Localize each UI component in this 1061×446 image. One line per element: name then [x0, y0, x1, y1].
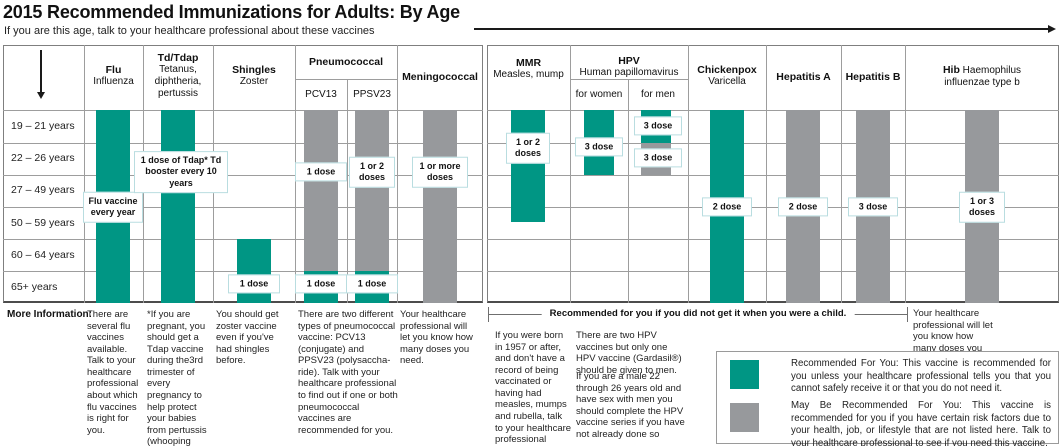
- age-row-label: 60 – 64 years: [11, 249, 75, 261]
- grid-line: [628, 79, 629, 303]
- ppsv23-dose-label: 1 or 2 doses: [349, 156, 395, 188]
- meningococcal-more-info: Your healthcare professional will let yo…: [400, 309, 473, 367]
- grid-line: [347, 79, 348, 303]
- pcv13-dose-label: 1 dose: [295, 162, 347, 182]
- may-be-recommended-swatch-icon: [730, 403, 759, 432]
- td-tdap-more-info: *If you are pregnant, you should get a T…: [147, 309, 207, 446]
- sub-column-header-ppsv23: PPSV23: [353, 89, 391, 100]
- page-title: 2015 Recommended Immunizations for Adult…: [3, 2, 460, 22]
- ppsv23-65-dose-label: 1 dose: [346, 274, 398, 294]
- column-header-shingles: Shingles Zoster: [232, 64, 276, 88]
- recommended-swatch-icon: [730, 360, 759, 389]
- more-information-label: More Information:: [7, 309, 92, 320]
- meningococcal-bar-may-be: [423, 110, 457, 303]
- mmr-dose-label: 1 or 2 doses: [506, 132, 550, 164]
- hepatitis-b-dose-label: 3 dose: [848, 197, 898, 217]
- shingles-dose-label: 1 dose: [228, 274, 280, 294]
- grid-line: [841, 45, 842, 303]
- age-row-label: 27 – 49 years: [11, 184, 75, 196]
- hpv-men-dose-label-recommended: 3 dose: [634, 116, 682, 136]
- grid-line: [295, 79, 397, 80]
- pcv13-bar-may-be: [304, 110, 338, 271]
- grid-line: [570, 79, 688, 80]
- column-header-flu: Flu Influenza: [93, 64, 134, 88]
- grid-line: [905, 45, 906, 303]
- grid-line: [3, 143, 483, 144]
- grid-line: [487, 175, 1059, 176]
- hpv-men-dose-label-may-be: 3 dose: [634, 148, 682, 168]
- grid-line: [487, 207, 1059, 208]
- age-row-label: 19 – 21 years: [11, 120, 75, 132]
- bracket-note-text: Recommended for you if you did not get i…: [541, 308, 855, 319]
- legend-recommended-text: Recommended For You: This vaccine is rec…: [791, 358, 1051, 395]
- column-header-hib: Hib Haemophilus influenzae type b: [942, 64, 1022, 88]
- flu-more-info: There are several flu vaccines available…: [87, 309, 139, 436]
- mmr-bar-recommended: [511, 110, 545, 222]
- age-row-label: 65+ years: [11, 281, 58, 293]
- legend-may-be-recommended-text: May Be Recommended For You: This vaccine…: [791, 400, 1051, 446]
- chickenpox-dose-label: 2 dose: [702, 197, 752, 217]
- legend-box: Recommended For You: This vaccine is rec…: [716, 351, 1059, 446]
- grid-line: [3, 110, 483, 111]
- grid-line: [3, 207, 483, 208]
- grid-line: [487, 271, 1059, 272]
- pneumococcal-more-info: There are two different types of pneumoc…: [298, 309, 398, 436]
- page-subtitle: If you are this age, talk to your health…: [4, 25, 375, 37]
- column-header-meningococcal: Meningococcal: [402, 71, 478, 83]
- grid-line: [487, 143, 1059, 144]
- flu-dose-label: Flu vaccine every year: [83, 191, 143, 223]
- sub-column-header-hpv-men: for men: [641, 89, 675, 100]
- age-row-label: 50 – 59 years: [11, 217, 75, 229]
- table-section-right: [487, 45, 1059, 303]
- column-header-hpv: HPV Human papillomavirus: [579, 55, 679, 79]
- column-header-hepatitis-a: Hepatitis A: [776, 71, 831, 83]
- sub-column-header-hpv-women: for women: [575, 89, 623, 100]
- hpv-women-dose-label: 3 dose: [575, 137, 623, 157]
- meningococcal-dose-label: 1 or more doses: [412, 156, 468, 188]
- hib-dose-label: 1 or 3 doses: [959, 191, 1005, 223]
- grid-line: [688, 45, 689, 303]
- hpv-more-info-1: There are two HPV vaccines but only one …: [576, 330, 682, 376]
- column-header-mmr: MMR Measles, mump: [493, 57, 564, 81]
- td-tdap-dose-label: 1 dose of Tdap* Td booster every 10 year…: [134, 151, 228, 193]
- column-header-pneumococcal: Pneumococcal: [308, 56, 384, 68]
- age-row-label: 22 – 26 years: [11, 152, 75, 164]
- grid-line: [84, 45, 85, 303]
- pcv13-65-dose-label: 1 dose: [295, 274, 347, 294]
- mmr-more-info: If you were born in 1957 or after, and d…: [495, 330, 572, 446]
- column-header-chickenpox: Chickenpox Varicella: [697, 64, 757, 88]
- grid-line: [766, 45, 767, 303]
- grid-line: [397, 45, 398, 303]
- grid-line: [487, 239, 1059, 240]
- column-header-hepatitis-b: Hepatitis B: [845, 71, 901, 83]
- ppsv23-bar-may-be: [355, 110, 389, 271]
- grid-line: [570, 45, 571, 303]
- sub-column-header-pcv13: PCV13: [305, 89, 337, 100]
- grid-line: [3, 175, 483, 176]
- hepatitis-a-dose-label: 2 dose: [778, 197, 828, 217]
- column-header-td-tdap: Td/Tdap Tetanus, diphtheria, pertussis: [154, 52, 202, 99]
- hpv-more-info-2: If you are a male 22 through 26 years ol…: [576, 371, 685, 440]
- grid-line: [487, 110, 1059, 111]
- shingles-more-info: You should get zoster vaccine even if yo…: [216, 309, 279, 367]
- td-tdap-bar-recommended: [161, 110, 195, 303]
